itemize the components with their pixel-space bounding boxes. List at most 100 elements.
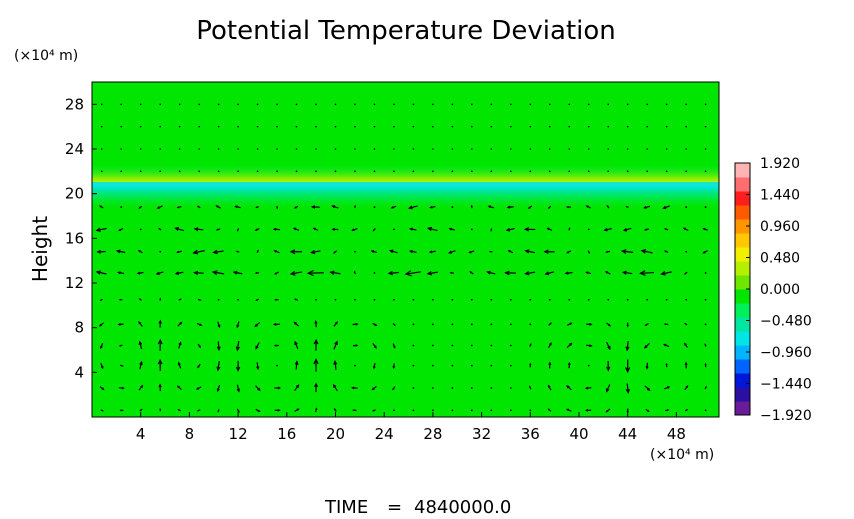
vector-dot — [237, 298, 239, 301]
vector-arrow-head — [390, 206, 394, 209]
vector-arrow-head — [158, 319, 162, 324]
vector-dot — [354, 125, 356, 128]
vector-arrow-head — [488, 250, 492, 253]
vector-dot — [256, 148, 259, 150]
vector-dot — [393, 148, 395, 150]
vector-arrow-head — [388, 249, 394, 254]
vector-dot — [646, 170, 648, 173]
colorbar-swatch — [735, 303, 750, 318]
vector-arrow-head — [254, 228, 258, 231]
y-axis-label: Height — [28, 216, 52, 282]
vector-arrow-head — [373, 345, 377, 349]
vector-dot — [431, 409, 434, 412]
vector-dot — [587, 228, 590, 231]
vector-arrow-head — [606, 204, 609, 208]
vector-arrow-head — [505, 227, 511, 232]
vector-dot — [120, 148, 123, 150]
vector-arrow-head — [704, 343, 707, 346]
vector-dot — [159, 103, 161, 106]
vector-arrow-head — [565, 408, 570, 412]
colorbar-swatch — [735, 177, 750, 192]
x-tick-label: 28 — [423, 425, 442, 443]
vector-dot — [198, 103, 200, 106]
vector-arrow-head — [506, 205, 511, 209]
vector-dot — [354, 298, 356, 301]
vector-dot — [490, 364, 493, 367]
vector-dot — [432, 125, 434, 128]
vector-arrow-head — [255, 345, 259, 350]
vector-arrow-head — [702, 250, 706, 254]
vector-arrow-head — [273, 250, 277, 253]
vector-dot — [354, 103, 356, 106]
vector-arrow-head — [620, 249, 627, 254]
colorbar-swatch — [735, 317, 750, 332]
vector-arrow-head — [408, 249, 413, 254]
vector-arrow-head — [608, 323, 612, 327]
colorbar-tick-label: −1.440 — [760, 377, 812, 393]
vector-arrow — [427, 271, 438, 275]
vector-dot — [120, 170, 123, 173]
vector-arrow-head — [429, 205, 433, 209]
vector-arrow-head — [217, 324, 221, 329]
vector-arrow-head — [663, 250, 667, 253]
vector-arrow-head — [236, 229, 239, 232]
colorbar-swatch — [735, 401, 750, 416]
vector-arrow-head — [682, 227, 686, 231]
vector-arrow-head — [585, 205, 589, 208]
colorbar-swatch — [735, 345, 750, 360]
vector-arrow — [622, 250, 634, 253]
vector-arrow-head — [272, 322, 277, 326]
vector-arrow-head — [158, 227, 161, 230]
vector-dot — [587, 148, 590, 150]
colorbar-swatch — [735, 331, 750, 346]
vector-arrow-head — [333, 407, 336, 411]
vector-dot — [412, 170, 415, 173]
vector-arrow-head — [448, 250, 452, 254]
vector-arrow-head — [449, 271, 453, 274]
vector-arrow-head — [99, 205, 102, 208]
vector-arrow-head — [643, 205, 647, 209]
vector-dot — [704, 125, 707, 128]
vector-arrow-head — [117, 271, 121, 275]
vector-arrow-head — [524, 271, 530, 276]
vector-arrow-head — [329, 270, 335, 275]
vector-dot — [685, 250, 688, 253]
vector-arrow-head — [504, 270, 510, 276]
vector-arrow — [194, 228, 204, 231]
vector-arrow — [175, 227, 184, 232]
vector-arrow-head — [605, 409, 609, 413]
vector-arrow — [213, 250, 224, 254]
vector-dot — [393, 228, 395, 231]
colorbar-tick-label: −0.960 — [760, 345, 812, 361]
vector-dot — [217, 148, 220, 150]
vector-dot — [685, 103, 687, 106]
vector-dot — [334, 103, 337, 106]
vector-arrow-head — [276, 207, 279, 210]
vector-dot — [685, 206, 688, 208]
vector-dot — [470, 323, 473, 326]
vector-arrow-head — [272, 227, 277, 231]
vector-arrow-head — [257, 409, 261, 412]
vector-arrow-head — [371, 387, 375, 391]
vector-arrow-head — [643, 228, 647, 231]
vector-arrow-head — [216, 366, 221, 372]
vector-arrow-head — [292, 227, 297, 231]
vector-arrow-head — [236, 324, 240, 329]
vector-dot — [120, 103, 123, 106]
vector-arrow-head — [639, 270, 646, 276]
vector-arrow-head — [548, 361, 552, 366]
vector-dot — [704, 170, 707, 173]
vector-dot — [470, 364, 473, 367]
time-value: 4840000.0 — [414, 497, 511, 518]
vector-arrow — [96, 227, 107, 231]
vector-arrow-head — [393, 324, 396, 327]
vector-arrow-head — [118, 298, 122, 301]
vector-arrow-head — [137, 249, 141, 253]
y-tick-label: 8 — [74, 319, 84, 337]
vector-dot — [139, 103, 142, 106]
vector-dot — [685, 125, 687, 128]
vector-arrow — [193, 250, 205, 254]
vector-dot — [490, 409, 493, 412]
vector-dot — [470, 228, 473, 231]
x-tick-label: 44 — [618, 425, 637, 443]
